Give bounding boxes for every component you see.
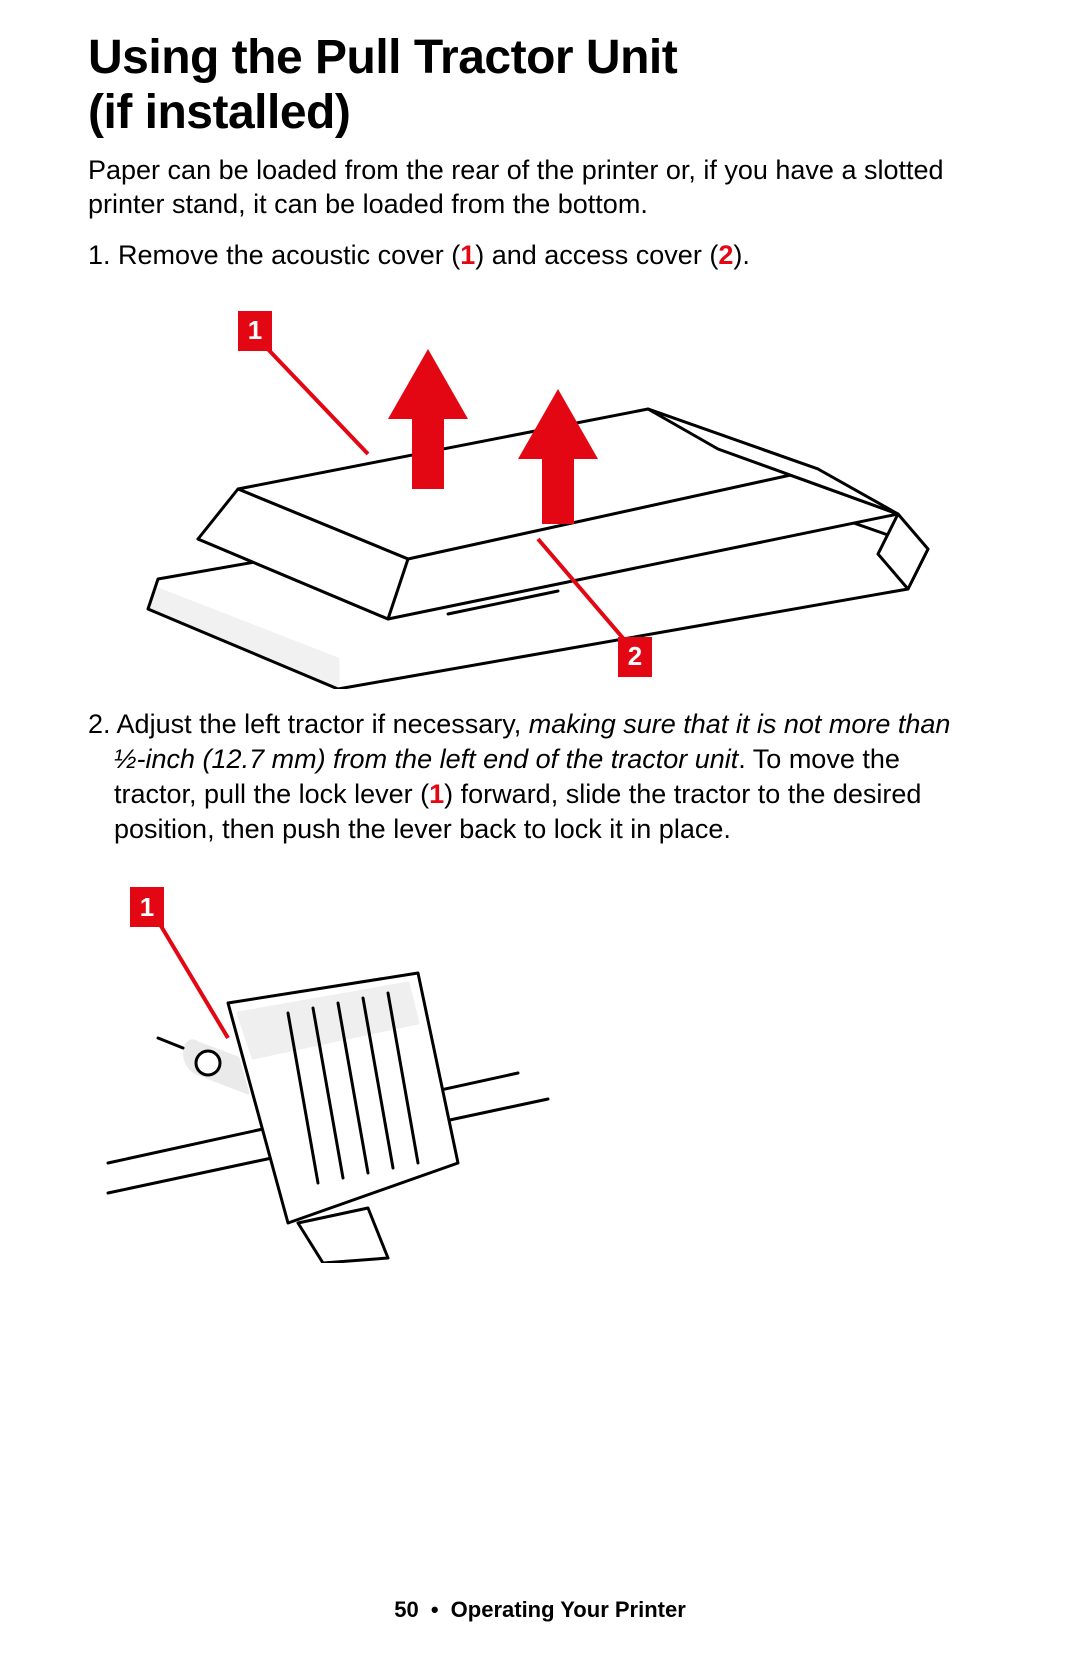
title-line-2: (if installed) [88,86,350,139]
callout-1-label: 1 [248,315,262,346]
step-1-text-post: ). [733,240,750,270]
figure-1: 1 2 [88,289,988,689]
step-1: 1. Remove the acoustic cover (1) and acc… [88,238,988,273]
figure-2-svg [88,863,988,1263]
fig2-callout-1-label: 1 [140,892,154,923]
fig2-callout-box-1: 1 [130,887,164,927]
step-2-text-pre: Adjust the left tractor if necessary, [117,709,529,739]
callout-2-label: 2 [628,641,642,672]
step-2: 2. Adjust the left tractor if necessary,… [88,707,988,847]
footer-page-number: 50 [394,1597,418,1622]
intro-paragraph: Paper can be loaded from the rear of the… [88,154,988,222]
callout-box-2: 2 [618,637,652,677]
step-1-ref-1: 1 [460,240,475,270]
step-2-ref-1: 1 [429,779,444,809]
step-1-ref-2: 2 [718,240,733,270]
step-1-text-pre: Remove the acoustic cover ( [118,240,460,270]
step-1-text-mid: ) and access cover ( [475,240,718,270]
callout-1-leader [263,344,368,454]
footer-bullet: • [431,1597,439,1622]
step-2-number: 2. [88,709,111,739]
page-footer: 50 • Operating Your Printer [0,1597,1080,1623]
page-content: Using the Pull Tractor Unit (if installe… [88,30,988,1263]
figure-1-svg [88,289,988,689]
fig2-callout-1-leader [158,921,228,1038]
figure-2: 1 [88,863,988,1263]
page-title: Using the Pull Tractor Unit (if installe… [88,30,988,140]
callout-box-1: 1 [238,311,272,351]
title-line-1: Using the Pull Tractor Unit [88,31,677,84]
footer-section-title: Operating Your Printer [451,1597,686,1622]
step-1-number: 1. [88,240,111,270]
